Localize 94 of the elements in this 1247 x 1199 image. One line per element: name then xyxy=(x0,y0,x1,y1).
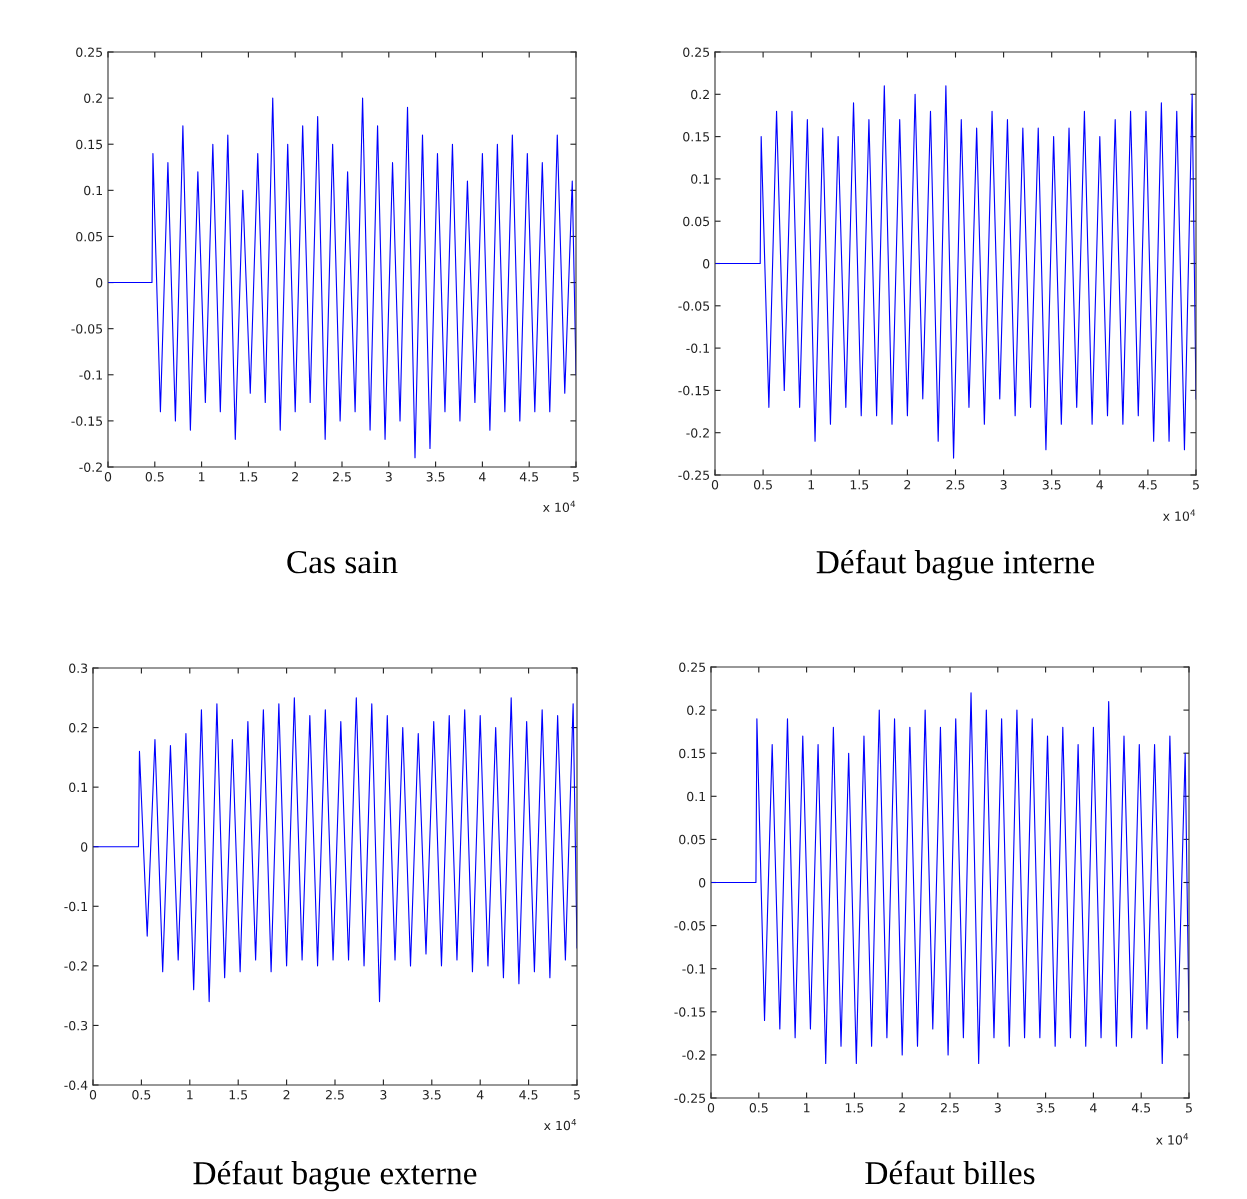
y-tick-label: -0.2 xyxy=(64,961,87,971)
x-tick-label: 1 xyxy=(199,472,205,482)
x-tick-label: 4.5 xyxy=(1131,1103,1151,1113)
x-tick-label: 3 xyxy=(385,472,392,482)
x-tick-label: 4.5 xyxy=(519,472,539,482)
x-tick-label: 3.5 xyxy=(1036,1103,1055,1113)
line-series xyxy=(108,97,576,459)
y-tick-label: -0.15 xyxy=(674,1007,706,1017)
x-tick-label: 1 xyxy=(804,1103,810,1113)
y-tick-label: 0.15 xyxy=(76,139,103,150)
x-tick-label: 2.5 xyxy=(332,472,351,482)
x-tick-label: 3.5 xyxy=(1042,480,1061,490)
x-tick-label: 1 xyxy=(808,480,815,490)
x-tick-label: 4.5 xyxy=(519,1090,538,1100)
y-tick-label: 0.1 xyxy=(687,791,705,802)
y-tick-label: 0 xyxy=(699,877,706,888)
y-tick-label: 0.05 xyxy=(76,231,103,242)
y-tick-label: 0.05 xyxy=(679,834,706,845)
x-tick-label: 0.5 xyxy=(132,1090,151,1100)
y-tick-label: 0.2 xyxy=(687,705,705,716)
y-tick-label: -0.2 xyxy=(682,1050,705,1060)
text: Cas sain xyxy=(287,550,398,574)
y-tick-label: -0.1 xyxy=(64,901,87,912)
y-tick-label: 0.3 xyxy=(69,663,88,673)
x-tick-label: 4 xyxy=(479,472,486,482)
y-tick-label: -0.1 xyxy=(682,964,705,974)
y-tick-label: -0.25 xyxy=(674,1093,706,1103)
y-tick-label: -0.05 xyxy=(678,301,710,311)
y-tick-label: 0.2 xyxy=(691,89,709,100)
x-tick-label: 2 xyxy=(904,480,911,490)
x-tick-label: 2 xyxy=(283,1090,290,1100)
x-tick-label: 5 xyxy=(572,472,579,482)
text: x 10$^{4}$ xyxy=(542,500,576,513)
y-tick-label: 0 xyxy=(81,842,88,852)
x-tick-label: 3 xyxy=(994,1103,1001,1113)
x-tick-label: 0 xyxy=(104,472,112,482)
x-tick-label: 0 xyxy=(711,480,719,490)
y-tick-label: -0.15 xyxy=(71,416,103,426)
text: x 10$^{4}$ xyxy=(1155,1133,1189,1145)
x-tick-label: 3 xyxy=(1000,480,1007,490)
x-tick-label: 5 xyxy=(573,1090,580,1100)
x-tick-label: 1.5 xyxy=(845,1103,864,1113)
text: Défaut billes xyxy=(865,1160,1035,1185)
y-tick-label: 0.15 xyxy=(683,132,710,142)
y-tick-label: 0 xyxy=(96,278,103,288)
text: Défaut bague interne xyxy=(816,549,1095,581)
x-tick-label: 5 xyxy=(1192,480,1199,490)
x-tick-label: 1.5 xyxy=(229,1090,248,1100)
y-tick-label: -0.4 xyxy=(64,1080,88,1090)
y-tick-label: 0.1 xyxy=(69,782,87,793)
x-tick-label: 3 xyxy=(380,1090,387,1100)
x-tick-label: 3.5 xyxy=(426,472,445,482)
y-tick-label: -0.05 xyxy=(674,921,706,931)
line-series xyxy=(711,692,1189,1065)
x-tick-label: 2.5 xyxy=(946,480,965,490)
x-tick-label: 2 xyxy=(292,472,298,482)
y-tick-label: 0.2 xyxy=(69,723,87,733)
x-tick-label: 2 xyxy=(899,1103,905,1113)
x-tick-label: 2.5 xyxy=(940,1103,959,1113)
x-tick-label: 4 xyxy=(1090,1103,1097,1113)
x-tick-label: 0.5 xyxy=(753,480,772,490)
x-tick-label: 4 xyxy=(1096,480,1104,490)
x-tick-label: 0.5 xyxy=(145,472,164,482)
x-tick-label: 5 xyxy=(1185,1103,1192,1113)
y-tick-label: -0.2 xyxy=(686,428,709,438)
y-tick-label: -0.2 xyxy=(79,462,102,472)
y-tick-label: 0.1 xyxy=(84,185,102,196)
y-tick-label: 0.2 xyxy=(84,93,102,104)
x-tick-label: 3.5 xyxy=(422,1090,441,1100)
y-tick-label: 0.25 xyxy=(683,47,710,57)
x-tick-label: 1 xyxy=(187,1090,193,1100)
y-tick-label: -0.15 xyxy=(678,385,710,396)
y-tick-label: -0.05 xyxy=(71,324,103,334)
text: x 10$^{4}$ xyxy=(543,1118,577,1131)
line-series xyxy=(93,697,577,1003)
x-tick-label: 1.5 xyxy=(239,472,258,482)
y-tick-label: 0.25 xyxy=(679,662,706,672)
y-tick-label: 0.15 xyxy=(679,748,706,759)
y-tick-label: -0.1 xyxy=(79,370,102,380)
line-series xyxy=(715,85,1196,459)
x-tick-label: 4 xyxy=(476,1090,484,1100)
text: Défaut bague externe xyxy=(193,1160,477,1192)
x-tick-label: 1.5 xyxy=(850,480,869,490)
x-tick-label: 0.5 xyxy=(749,1103,768,1113)
y-tick-label: 0 xyxy=(703,258,710,269)
x-tick-label: 4.5 xyxy=(1138,480,1157,490)
text: x 10$^{4}$ xyxy=(1162,509,1196,521)
y-tick-label: 0.25 xyxy=(76,47,103,57)
y-tick-label: -0.25 xyxy=(678,470,710,480)
y-tick-label: -0.1 xyxy=(686,343,709,354)
x-tick-label: 2.5 xyxy=(325,1090,344,1100)
y-tick-label: -0.3 xyxy=(64,1020,88,1031)
y-tick-label: 0.1 xyxy=(691,174,709,184)
y-tick-label: 0.05 xyxy=(683,216,710,227)
